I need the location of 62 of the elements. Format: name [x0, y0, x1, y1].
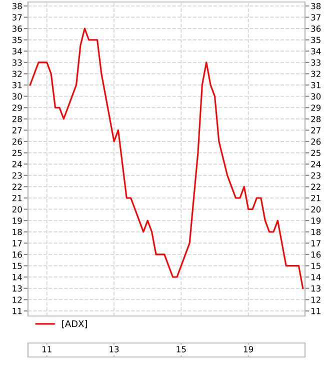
y-tick-label: 16: [12, 251, 22, 258]
y-tick-label: 38: [12, 2, 22, 10]
y2-tick-label: 25: [311, 150, 320, 156]
y2-tick-label: 19: [311, 218, 321, 224]
y-tick-label: 26: [12, 138, 22, 145]
line-series: [29, 28, 304, 290]
y-tick-label: 22: [12, 184, 22, 190]
y-tick-label: 21: [12, 194, 22, 202]
y-tick-label: 18: [12, 228, 22, 236]
y2-tick-label: 23: [311, 172, 320, 179]
y-tick-label: 23: [12, 172, 22, 179]
y-tick-label: 32: [12, 70, 22, 78]
y2-tick-label: 14: [311, 274, 321, 280]
y-tick-label: 20: [12, 206, 22, 213]
y2-tick-label: 15: [311, 262, 320, 270]
y2-tick-label: 28: [311, 116, 321, 122]
legend-label: [ADX]: [62, 320, 87, 328]
y-tick-label: 17: [12, 240, 22, 246]
y2-tick-label: 20: [311, 206, 321, 213]
y2-tick-label: 38: [311, 2, 321, 10]
y-tick-label: 12: [12, 296, 22, 303]
y-tick-label: 36: [12, 26, 22, 32]
y2-tick-label: 36: [311, 26, 321, 32]
y-tick-label: 34: [12, 48, 22, 54]
y-tick-label: 35: [12, 36, 22, 44]
y-tick-label: 14: [12, 274, 22, 280]
y2-tick-label: 34: [311, 48, 321, 54]
y2-tick-label: 29: [311, 104, 321, 111]
y2-tick-label: 16: [311, 251, 321, 258]
y-tick-label: 37: [12, 14, 22, 21]
x-tick-label: 11: [42, 346, 52, 352]
y-tick-label: 29: [12, 104, 22, 111]
y2-tick-label: 17: [311, 240, 320, 246]
y2-tick-label: 21: [311, 194, 320, 202]
y2-tick-label: 37: [311, 14, 320, 21]
y-tick-label: 33: [12, 59, 22, 66]
y2-tick-label: 11: [311, 308, 320, 314]
y2-tick-label: 27: [311, 127, 320, 134]
y-tick-label: 31: [12, 82, 22, 88]
y2-tick-label: 35: [311, 36, 320, 44]
y-tick-label: 30: [12, 93, 22, 100]
y2-tick-label: 12: [311, 296, 320, 303]
x-tick-label: 19: [244, 346, 254, 352]
y2-tick-label: 22: [311, 184, 320, 190]
x-tick-label: 13: [110, 346, 119, 352]
y-tick-label: 27: [12, 127, 22, 134]
y2-tick-label: 13: [311, 285, 320, 292]
y-tick-label: 28: [12, 116, 22, 122]
y-tick-label: 11: [12, 308, 22, 314]
y-tick-label: 13: [12, 285, 22, 292]
y2-tick-label: 32: [311, 70, 320, 78]
y-tick-label: 15: [12, 262, 22, 270]
x-tick-label: 15: [176, 346, 186, 352]
y-tick-label: 24: [12, 161, 22, 168]
y2-tick-label: 18: [311, 228, 321, 236]
y-tick-label: 25: [12, 150, 22, 156]
y2-tick-label: 31: [311, 82, 320, 88]
y2-tick-label: 30: [311, 93, 321, 100]
y2-tick-label: 33: [311, 59, 320, 66]
y2-tick-label: 24: [311, 161, 321, 168]
y2-tick-label: 26: [311, 138, 321, 145]
y-tick-label: 19: [12, 218, 22, 224]
